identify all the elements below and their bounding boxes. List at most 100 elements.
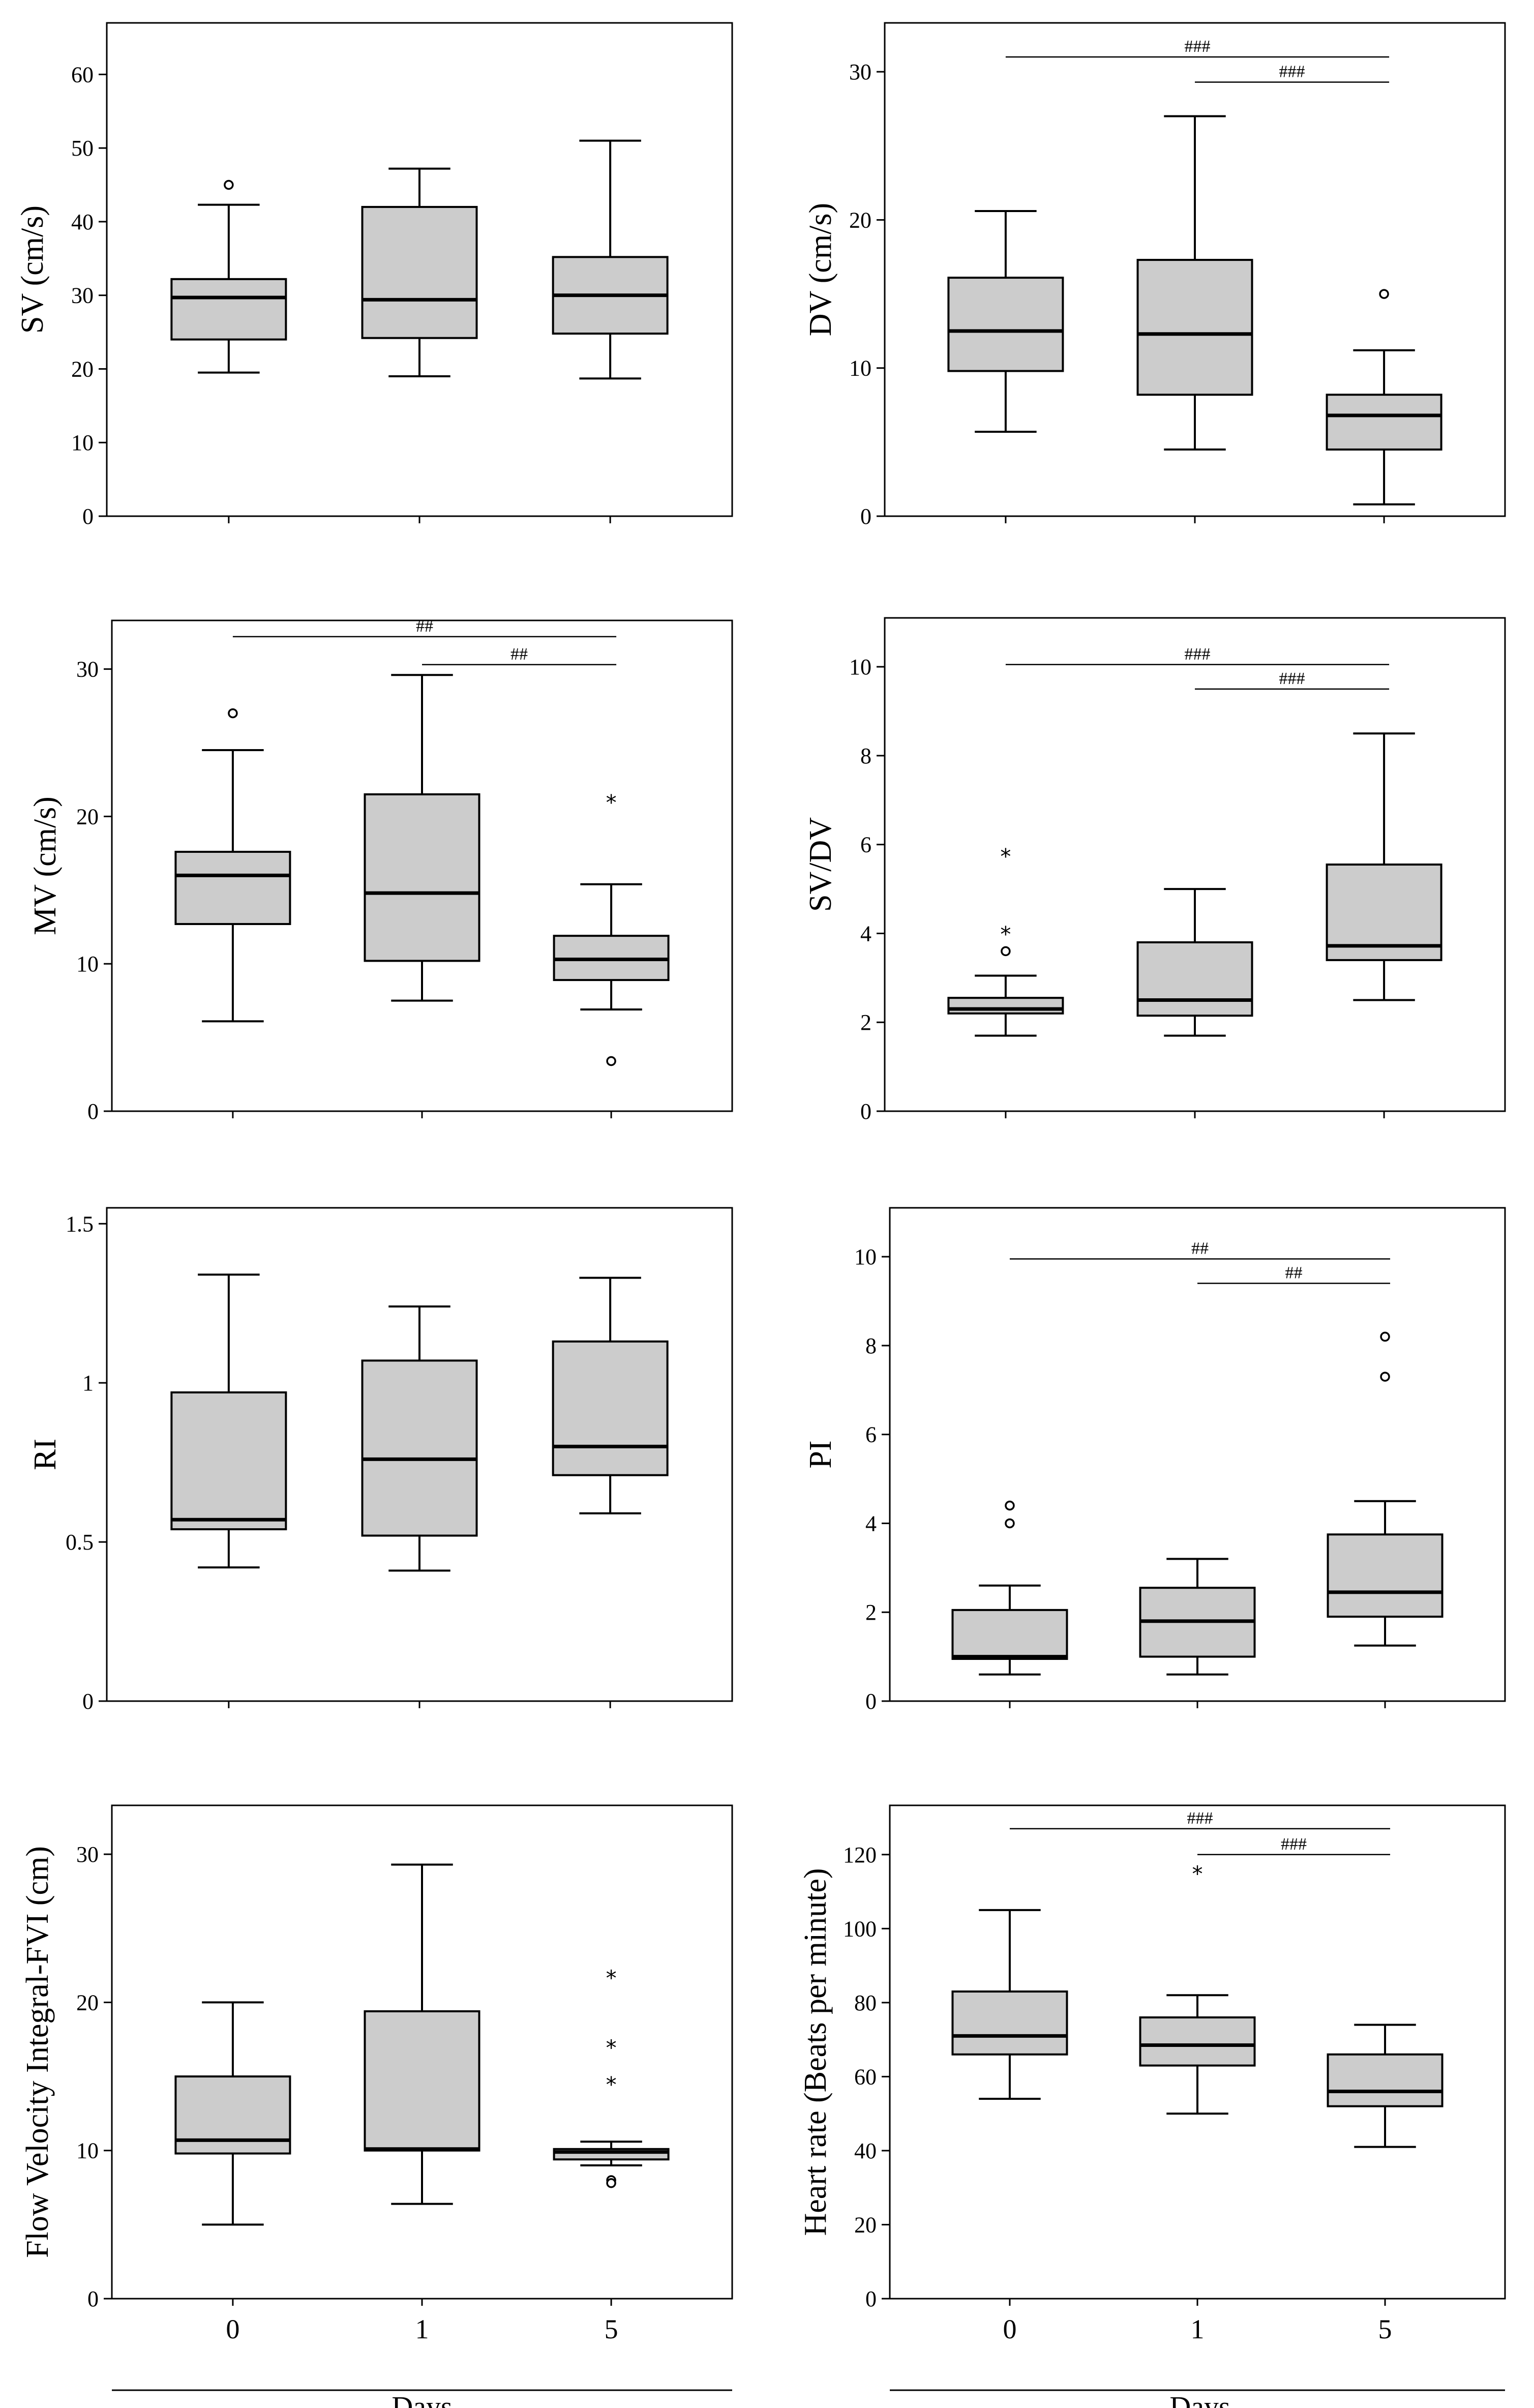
sv-box xyxy=(170,278,287,341)
svdv-ytick-label: 0 xyxy=(860,1099,871,1124)
fvi-ytick-label: 0 xyxy=(87,2286,99,2311)
sv-ytick-label: 0 xyxy=(82,504,94,529)
sv-ylabel: SV (cm/s) xyxy=(15,205,50,334)
mv-significance-label: ## xyxy=(510,645,528,664)
pi-ytick-label: 2 xyxy=(865,1600,877,1625)
sv-box xyxy=(361,205,478,339)
pi-ytick-label: 10 xyxy=(854,1244,877,1269)
ri-panel: 0 0.5 1 1.5 RI xyxy=(28,1207,733,1714)
dv-ylabel: DV (cm/s) xyxy=(803,203,838,336)
fvi-outlier-circle xyxy=(606,2178,616,2188)
dv-ytick-label: 30 xyxy=(849,60,871,84)
hr-ytick-label: 0 xyxy=(865,2286,877,2311)
svdv-significance-label: ### xyxy=(1279,669,1305,688)
mv-box xyxy=(174,850,291,925)
hr-box xyxy=(1327,2053,1443,2107)
pi-outlier-circle xyxy=(1005,1500,1015,1511)
hr-box xyxy=(951,1990,1068,2056)
mv-ylabel: MV (cm/s) xyxy=(28,796,63,935)
sv-ytick-label: 50 xyxy=(71,136,94,161)
ri-ytick-label: 1.5 xyxy=(66,1211,94,1236)
fvi-xtick-label: 5 xyxy=(605,2314,618,2344)
mv-outlier-circle xyxy=(228,708,238,719)
fvi-outlier-star: * xyxy=(606,2072,617,2097)
fvi-panel: 0 10 20 30 Flow Velocity Integral-FVI (cm) 0 1… xyxy=(20,1804,733,2344)
pi-box xyxy=(951,1609,1068,1660)
pi-outlier-circle xyxy=(1380,1372,1390,1382)
fvi-ylabel: Flow Velocity Integral-FVI (cm) xyxy=(20,1846,55,2258)
sv-ytick-label: 30 xyxy=(71,283,94,308)
heart-rate-panel: 0 20 40 60 80 100 120 Heart rate (Beats per min… xyxy=(798,1804,1506,2344)
mv-ytick-label: 10 xyxy=(76,952,99,976)
svdv-outlier-circle xyxy=(1001,946,1011,957)
mv-ytick-label: 30 xyxy=(76,657,99,682)
mv-ytick-label: 0 xyxy=(87,1099,99,1124)
sv-outlier-circle xyxy=(224,180,234,190)
pi-outlier-circle xyxy=(1005,1518,1015,1529)
fvi-xtick-label: 1 xyxy=(415,2314,429,2344)
dv-outlier-circle xyxy=(1379,289,1389,299)
hr-ytick-label: 100 xyxy=(843,1916,877,1941)
sv-ytick-label: 40 xyxy=(71,210,94,234)
ri-ytick-label: 0.5 xyxy=(66,1530,94,1555)
hr-ytick-label: 20 xyxy=(854,2212,877,2237)
mv-outlier-circle xyxy=(606,1056,616,1066)
hr-ytick-label: 40 xyxy=(854,2138,877,2163)
hr-significance-label: ### xyxy=(1281,1835,1307,1854)
dv-ytick-label: 10 xyxy=(849,356,871,381)
fvi-ytick-label: 30 xyxy=(76,1842,99,1867)
svdv-significance-label: ### xyxy=(1185,645,1211,664)
pi-significance-label: ## xyxy=(1191,1239,1209,1258)
hr-outlier-star: * xyxy=(1192,1861,1203,1886)
svdv-ylabel: SV/DV xyxy=(803,817,838,912)
pi-ylabel: PI xyxy=(803,1440,838,1468)
svdv-ytick-label: 10 xyxy=(849,655,871,679)
hr-xtick-label: 1 xyxy=(1191,2314,1205,2344)
mv-panel: 0 10 20 30 MV (cm/s) * ## ## xyxy=(28,617,733,1124)
hr-ylabel: Heart rate (Beats per minute) xyxy=(798,1868,833,2236)
sv-ytick-label: 60 xyxy=(71,62,94,87)
pi-significance-label: ## xyxy=(1285,1264,1303,1283)
days-label-left: Days xyxy=(392,2390,452,2408)
svdv-ytick-label: 2 xyxy=(860,1010,871,1035)
pi-ytick-label: 6 xyxy=(865,1422,877,1447)
svdv-box xyxy=(947,997,1064,1015)
dv-panel: 0 10 20 30 DV (cm/s) ### ### xyxy=(803,22,1506,529)
hr-ytick-label: 80 xyxy=(854,1990,877,2015)
svdv-outlier-star: * xyxy=(1000,921,1011,946)
sv-ytick-label: 20 xyxy=(71,356,94,381)
dv-box xyxy=(1136,259,1253,396)
svdv-ytick-label: 4 xyxy=(860,921,871,946)
mv-ytick-label: 20 xyxy=(76,804,99,829)
hr-xtick-label: 0 xyxy=(1003,2314,1016,2344)
mv-box xyxy=(364,793,480,962)
sv-ytick-label: 10 xyxy=(71,430,94,455)
dv-ytick-label: 20 xyxy=(849,207,871,232)
fvi-outlier-star: * xyxy=(606,1966,617,1990)
svdv-ytick-label: 8 xyxy=(860,744,871,768)
mv-outlier-star: * xyxy=(606,790,617,815)
svdv-box xyxy=(1136,941,1253,1017)
pi-panel: 0 2 4 6 8 10 PI ## ## xyxy=(803,1207,1506,1714)
fvi-ytick-label: 10 xyxy=(76,2138,99,2163)
svdv-outlier-star: * xyxy=(1000,844,1011,869)
sv-panel: 0 10 20 30 40 50 60 SV (cm/s) xyxy=(15,22,733,529)
svdv-ytick-label: 6 xyxy=(860,833,871,857)
ri-ytick-label: 1 xyxy=(82,1371,94,1395)
pi-ytick-label: 0 xyxy=(865,1689,877,1714)
hr-ytick-label: 120 xyxy=(843,1842,877,1867)
hr-box xyxy=(1139,2016,1256,2067)
sv-dv-ratio-panel: 0 2 4 6 8 10 SV/DV * * ### ### xyxy=(803,617,1506,1124)
ri-box xyxy=(361,1359,478,1537)
ri-ylabel: RI xyxy=(28,1439,63,1470)
pi-ytick-label: 8 xyxy=(865,1333,877,1358)
hr-xtick-label: 5 xyxy=(1378,2314,1392,2344)
hr-ytick-label: 60 xyxy=(854,2064,877,2089)
ri-box xyxy=(552,1340,669,1476)
dv-significance-label: ### xyxy=(1185,37,1211,56)
dv-box xyxy=(947,277,1064,372)
fvi-xtick-label: 0 xyxy=(226,2314,239,2344)
dv-box xyxy=(1326,394,1442,451)
mv-significance-label: ## xyxy=(416,617,433,636)
hr-significance-label: ### xyxy=(1187,1809,1213,1828)
